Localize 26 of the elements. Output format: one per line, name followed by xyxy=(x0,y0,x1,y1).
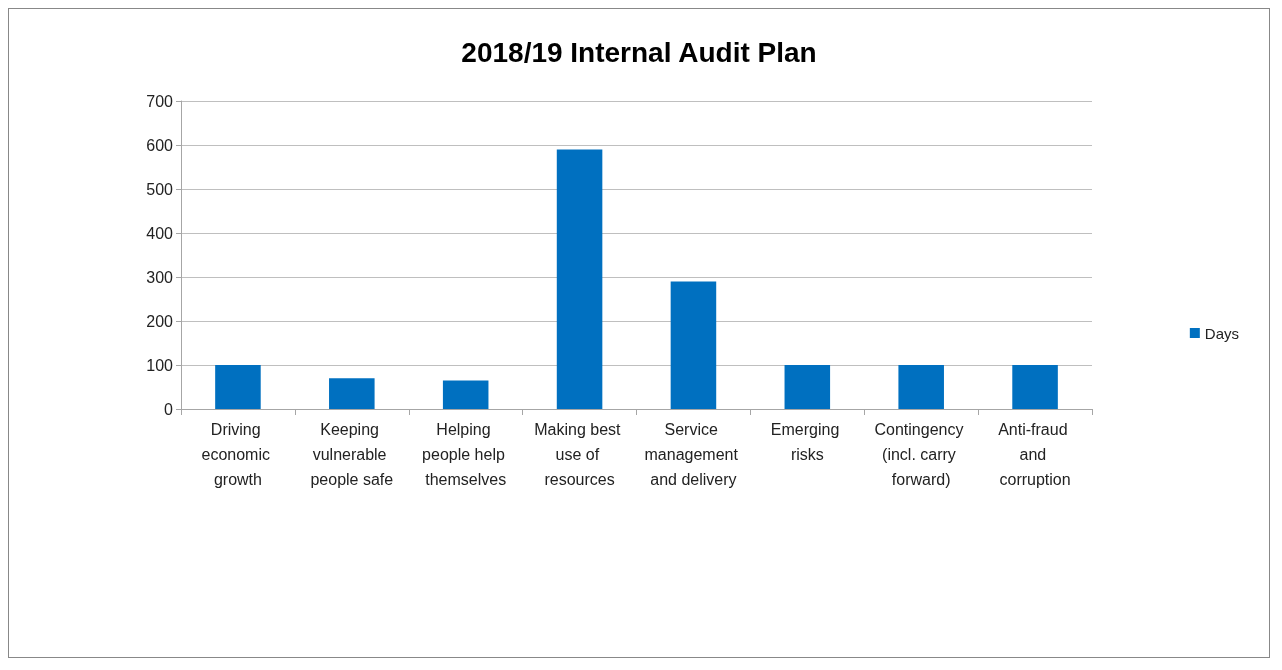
x-tick-label: Anti-fraud and corruption xyxy=(998,421,1072,488)
x-tick-label: Keeping vulnerable people safe xyxy=(310,421,394,488)
bar xyxy=(442,380,489,409)
bar xyxy=(215,365,261,409)
bar xyxy=(1012,365,1058,409)
y-tick-label: 500 xyxy=(146,180,174,198)
y-tick-label: 300 xyxy=(146,268,174,286)
x-tick-label: Emerging risks xyxy=(770,421,844,463)
y-tick-label: 100 xyxy=(146,356,174,374)
x-tick-label: Helping people help themselves xyxy=(422,421,510,488)
bar xyxy=(556,149,603,409)
bar xyxy=(329,378,375,409)
y-tick-label: 0 xyxy=(164,400,174,418)
y-tick-label: 700 xyxy=(146,92,174,110)
chart-title: 2018/19 Internal Audit Plan xyxy=(461,36,817,68)
y-tick-label: 400 xyxy=(146,224,174,242)
bar xyxy=(784,365,831,409)
bar xyxy=(670,281,717,409)
y-tick-label: 600 xyxy=(146,136,174,154)
x-tick-label: Service management and delivery xyxy=(644,421,743,488)
x-tick-label: Contingency (incl. carry forward) xyxy=(874,421,968,488)
x-tick-label: Making best use of resources xyxy=(534,421,625,488)
bar xyxy=(898,365,944,409)
x-tick-label: Driving economic growth xyxy=(201,421,275,488)
y-tick-label: 200 xyxy=(146,312,174,330)
legend-label: Days xyxy=(1204,324,1240,342)
